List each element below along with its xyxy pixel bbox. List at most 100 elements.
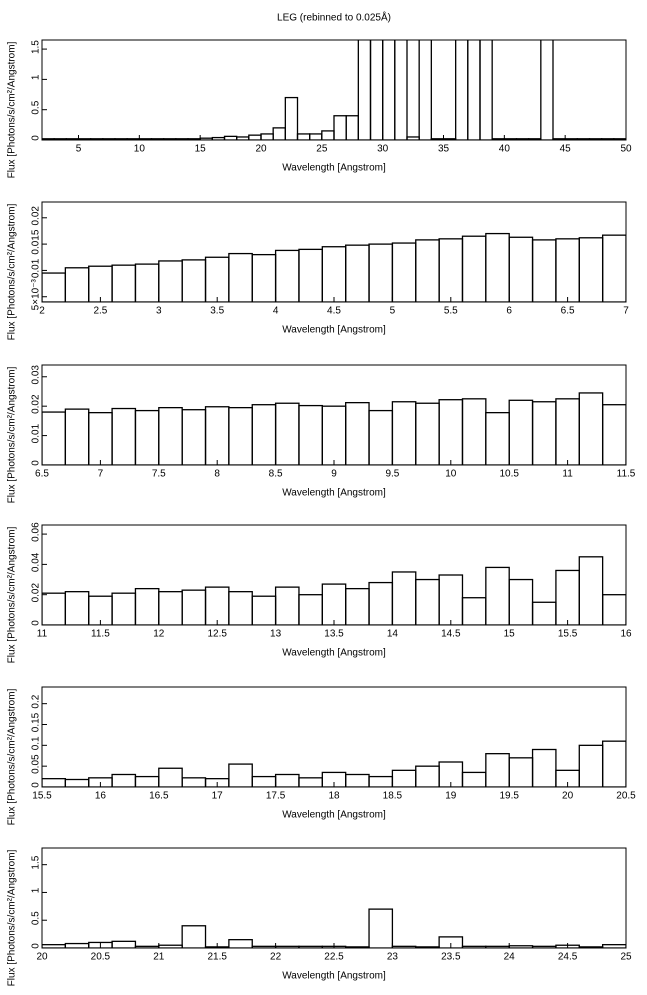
bar	[181, 409, 207, 465]
bar	[204, 406, 230, 465]
bar	[467, 40, 481, 140]
bar	[158, 406, 183, 465]
x-axis-label: Wavelength [Angstrom]	[282, 325, 386, 336]
bar	[418, 40, 432, 140]
bar	[228, 591, 253, 625]
x-tick-label: 19	[445, 791, 457, 802]
bar	[134, 775, 160, 787]
bar	[298, 777, 323, 787]
bar	[298, 404, 323, 465]
bar	[251, 595, 277, 625]
bar	[321, 583, 347, 625]
bar	[540, 40, 554, 140]
x-tick-label: 11	[37, 629, 48, 640]
x-tick-label: 22.5	[324, 952, 344, 963]
x-tick-label: 21.5	[207, 952, 227, 963]
bar	[601, 404, 626, 465]
bar	[368, 409, 394, 465]
bar	[42, 592, 67, 625]
bar	[578, 556, 604, 625]
x-tick-label: 23	[387, 952, 399, 963]
x-tick-label: 19.5	[499, 791, 519, 802]
bar	[228, 406, 253, 465]
plot-area	[42, 392, 626, 465]
y-axis-label: Flux [Photons/s/cm²/Angstrom]	[7, 688, 18, 825]
y-tick-label: 0.2	[31, 694, 42, 708]
bar	[42, 411, 67, 465]
x-axis-label: Wavelength [Angstrom]	[282, 648, 386, 659]
x-tick-label: 30	[377, 144, 389, 155]
bar	[228, 252, 253, 302]
y-axis-label: Flux [Photons/s/cm²/Angstrom]	[7, 366, 18, 503]
bar	[531, 748, 557, 787]
bar	[134, 587, 160, 625]
x-tick-label: 6.5	[35, 469, 49, 480]
bar	[321, 405, 347, 465]
panel: 6.5 7 7.5 8 8.5 9 9.5 10 10.5 11 11.5 0 0.01 0.02 0.03…	[7, 364, 636, 503]
bar	[64, 778, 90, 787]
y-tick-label: 0.5	[31, 911, 42, 925]
x-tick-label: 17	[212, 791, 224, 802]
x-axis-label: Wavelength [Angstrom]	[282, 971, 386, 982]
x-tick-label: 45	[560, 144, 572, 155]
bar	[415, 578, 440, 625]
bar	[228, 763, 253, 787]
bar	[508, 578, 534, 625]
y-tick-label: 0.03	[31, 365, 42, 385]
axes-frame	[41, 364, 627, 466]
panel: 20 20.5 21 21.5 22 22.5 23 23.5 24 24.5 25 0 0.5 1 1.5…	[7, 847, 632, 986]
bar	[438, 399, 464, 465]
x-tick-label: 16	[620, 629, 632, 640]
plot-area	[42, 740, 626, 787]
bar	[321, 246, 347, 302]
plot-area	[42, 908, 626, 948]
bar	[181, 777, 207, 787]
y-tick-label: 1	[31, 74, 42, 80]
bar	[274, 586, 300, 625]
bar	[111, 773, 137, 787]
bar	[309, 133, 323, 140]
x-tick-label: 8	[214, 469, 220, 480]
y-tick-label: 0.01	[31, 423, 42, 443]
x-tick-label: 20.5	[616, 791, 636, 802]
y-tick-label: 1	[31, 887, 42, 893]
bar	[357, 40, 372, 140]
x-tick-label: 17.5	[266, 791, 286, 802]
y-tick-label: 0.5	[31, 100, 42, 114]
x-tick-label: 20	[562, 791, 574, 802]
panel: 2 2.5 3 3.5 4 4.5 5 5.5 6 6.5 7 5×10⁻³0.01 0.015 0.02…	[7, 201, 629, 340]
x-tick-label: 10.5	[499, 469, 519, 480]
x-tick-label: 15	[504, 629, 516, 640]
x-tick-label: 6.5	[561, 306, 575, 317]
bar	[228, 939, 253, 948]
y-tick-label: 5×10⁻³	[31, 279, 42, 311]
bar	[415, 239, 440, 302]
chart-title: LEG (rebinned to 0.025Å)	[277, 11, 391, 24]
bar	[394, 40, 408, 140]
x-tick-label: 9	[331, 469, 337, 480]
x-tick-label: 16.5	[149, 791, 169, 802]
plot-area	[42, 40, 626, 140]
bar	[531, 601, 557, 625]
bar	[181, 925, 207, 948]
bar	[508, 399, 534, 465]
bar	[158, 591, 183, 625]
bar	[64, 591, 90, 625]
bar	[479, 40, 493, 140]
x-tick-label: 10	[445, 469, 457, 480]
panel: 15.5 16 16.5 17 17.5 18 18.5 19 19.5 20 20.5 0 0.05 0…	[7, 686, 636, 825]
x-tick-label: 50	[620, 144, 632, 155]
bar	[223, 135, 238, 140]
bar	[345, 115, 359, 140]
bar	[578, 237, 604, 302]
bar	[296, 133, 311, 140]
bar	[391, 571, 417, 625]
bar	[345, 587, 370, 625]
x-tick-label: 4.5	[327, 306, 341, 317]
bar	[111, 592, 137, 625]
x-tick-label: 24	[504, 952, 516, 963]
x-tick-label: 12	[153, 629, 165, 640]
bar	[333, 115, 347, 140]
y-tick-label: 1.5	[31, 855, 42, 869]
x-axis-label: Wavelength [Angstrom]	[282, 810, 386, 821]
